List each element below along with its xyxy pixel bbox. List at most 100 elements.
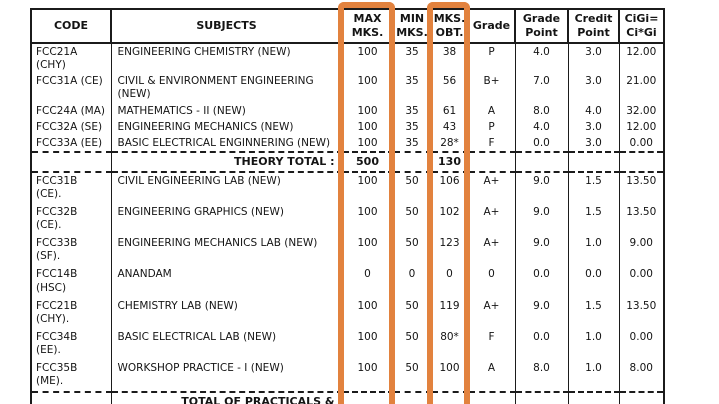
max-marks: 100	[341, 134, 394, 152]
cigi: 0.00	[618, 134, 665, 152]
subject-name: MATHEMATICS - II (NEW)	[110, 102, 343, 119]
credit-point: 0.0	[567, 266, 620, 298]
practicals-total-max-marks: 600	[341, 391, 394, 404]
cigi	[618, 150, 665, 173]
subject-code: FCC21A (CHY)	[30, 43, 112, 74]
min-marks: 50	[392, 203, 432, 236]
col-header-code: CODE	[30, 8, 112, 44]
marks-obtained: 61	[430, 102, 469, 119]
cigi: 13.50	[618, 203, 665, 236]
subject-name: BASIC ELECTRICAL ENGINNERING (NEW)	[110, 134, 343, 152]
max-marks: 100	[341, 360, 394, 393]
table-header: CODE SUBJECTS MAX MKS. MIN MKS. MKS. OBT…	[30, 8, 665, 44]
practicals-section: FCC31B (CE). CIVIL ENGINEERING LAB (NEW)…	[30, 171, 665, 393]
max-marks: 100	[341, 43, 394, 74]
col-header-credit-point: Credit Point	[567, 8, 620, 44]
cigi: 12.00	[618, 43, 665, 74]
subject-name: WORKSHOP PRACTICE - I (NEW)	[110, 360, 343, 393]
col-header-mks-obt: MKS. OBT.	[430, 8, 469, 44]
credit-point	[567, 391, 620, 404]
grade-point: 9.0	[514, 171, 569, 204]
table-row: FCC21A (CHY) ENGINEERING CHEMISTRY (NEW)…	[30, 43, 665, 74]
grade-point: 9.0	[514, 297, 569, 329]
col-header-max-mks: MAX MKS.	[341, 8, 394, 44]
practicals-total-marks-obtained: 200	[430, 391, 469, 404]
grade-point: 9.0	[514, 235, 569, 267]
col-header-cigi: CiGi= Ci*Gi	[618, 8, 665, 44]
subject-name: BASIC ELECTRICAL LAB (NEW)	[110, 328, 343, 361]
grade: A+	[467, 171, 516, 204]
theory-total-label: THEORY TOTAL :	[110, 150, 343, 173]
min-marks	[392, 391, 432, 404]
max-marks: 100	[341, 118, 394, 135]
cigi: 13.50	[618, 297, 665, 329]
min-marks: 50	[392, 360, 432, 393]
credit-point: 4.0	[567, 102, 620, 119]
theory-total-marks-obtained: 130	[430, 150, 469, 173]
subject-name: ANANDAM	[110, 266, 343, 298]
credit-point: 3.0	[567, 43, 620, 74]
theory-total-max-marks: 500	[341, 150, 394, 173]
grade: P	[467, 118, 516, 135]
marks-obtained: 56	[430, 73, 469, 103]
max-marks: 100	[341, 235, 394, 267]
subject-code: FCC33B (SF).	[30, 235, 112, 267]
min-marks: 50	[392, 328, 432, 361]
col-header-subjects: SUBJECTS	[110, 8, 343, 44]
max-marks: 100	[341, 328, 394, 361]
grade: A+	[467, 235, 516, 267]
credit-point: 3.0	[567, 118, 620, 135]
cigi: 21.00	[618, 73, 665, 103]
credit-point: 1.5	[567, 297, 620, 329]
table-row: FCC21B (CHY). CHEMISTRY LAB (NEW) 100 50…	[30, 297, 665, 329]
credit-point: 1.0	[567, 235, 620, 267]
grade: A	[467, 102, 516, 119]
min-marks	[392, 150, 432, 173]
marks-table: CODE SUBJECTS MAX MKS. MIN MKS. MKS. OBT…	[30, 8, 665, 404]
grade: P	[467, 43, 516, 74]
marks-obtained: 123	[430, 235, 469, 267]
grade: A	[467, 360, 516, 393]
max-marks: 100	[341, 171, 394, 204]
grade: A+	[467, 203, 516, 236]
practicals-total-section: TOTAL OF PRACTICALS & SESSIONALS : 600 2…	[30, 391, 665, 404]
subject-code: FCC31B (CE).	[30, 171, 112, 204]
theory-section: FCC21A (CHY) ENGINEERING CHEMISTRY (NEW)…	[30, 43, 665, 152]
practicals-total-label: TOTAL OF PRACTICALS & SESSIONALS :	[110, 391, 343, 404]
grade-point	[514, 150, 569, 173]
grade-point: 0.0	[514, 266, 569, 298]
table-row: FCC32B (CE). ENGINEERING GRAPHICS (NEW) …	[30, 203, 665, 236]
grade	[467, 391, 516, 404]
max-marks: 100	[341, 297, 394, 329]
grade-point: 9.0	[514, 203, 569, 236]
min-marks: 35	[392, 73, 432, 103]
table-row: FCC24A (MA) MATHEMATICS - II (NEW) 100 3…	[30, 102, 665, 119]
cigi: 12.00	[618, 118, 665, 135]
grade-point	[514, 391, 569, 404]
subject-name: ENGINEERING MECHANICS LAB (NEW)	[110, 235, 343, 267]
marks-obtained: 106	[430, 171, 469, 204]
marks-obtained: 80*	[430, 328, 469, 361]
marks-obtained: 38	[430, 43, 469, 74]
subject-name: CIVIL ENGINEERING LAB (NEW)	[110, 171, 343, 204]
grade: B+	[467, 73, 516, 103]
credit-point: 1.0	[567, 360, 620, 393]
cigi: 0.00	[618, 266, 665, 298]
table-row: FCC31A (CE) CIVIL & ENVIRONMENT ENGINEER…	[30, 73, 665, 103]
credit-point: 1.5	[567, 203, 620, 236]
grade-point: 4.0	[514, 118, 569, 135]
subject-code: FCC33A (EE)	[30, 134, 112, 152]
min-marks: 35	[392, 43, 432, 74]
cigi: 13.50	[618, 171, 665, 204]
header-row: CODE SUBJECTS MAX MKS. MIN MKS. MKS. OBT…	[30, 8, 665, 44]
grade: 0	[467, 266, 516, 298]
min-marks: 35	[392, 134, 432, 152]
grade-point: 7.0	[514, 73, 569, 103]
subject-name: ENGINEERING CHEMISTRY (NEW)	[110, 43, 343, 74]
marks-obtained: 28*	[430, 134, 469, 152]
cigi: 9.00	[618, 235, 665, 267]
max-marks: 100	[341, 102, 394, 119]
cigi: 8.00	[618, 360, 665, 393]
grade: F	[467, 134, 516, 152]
